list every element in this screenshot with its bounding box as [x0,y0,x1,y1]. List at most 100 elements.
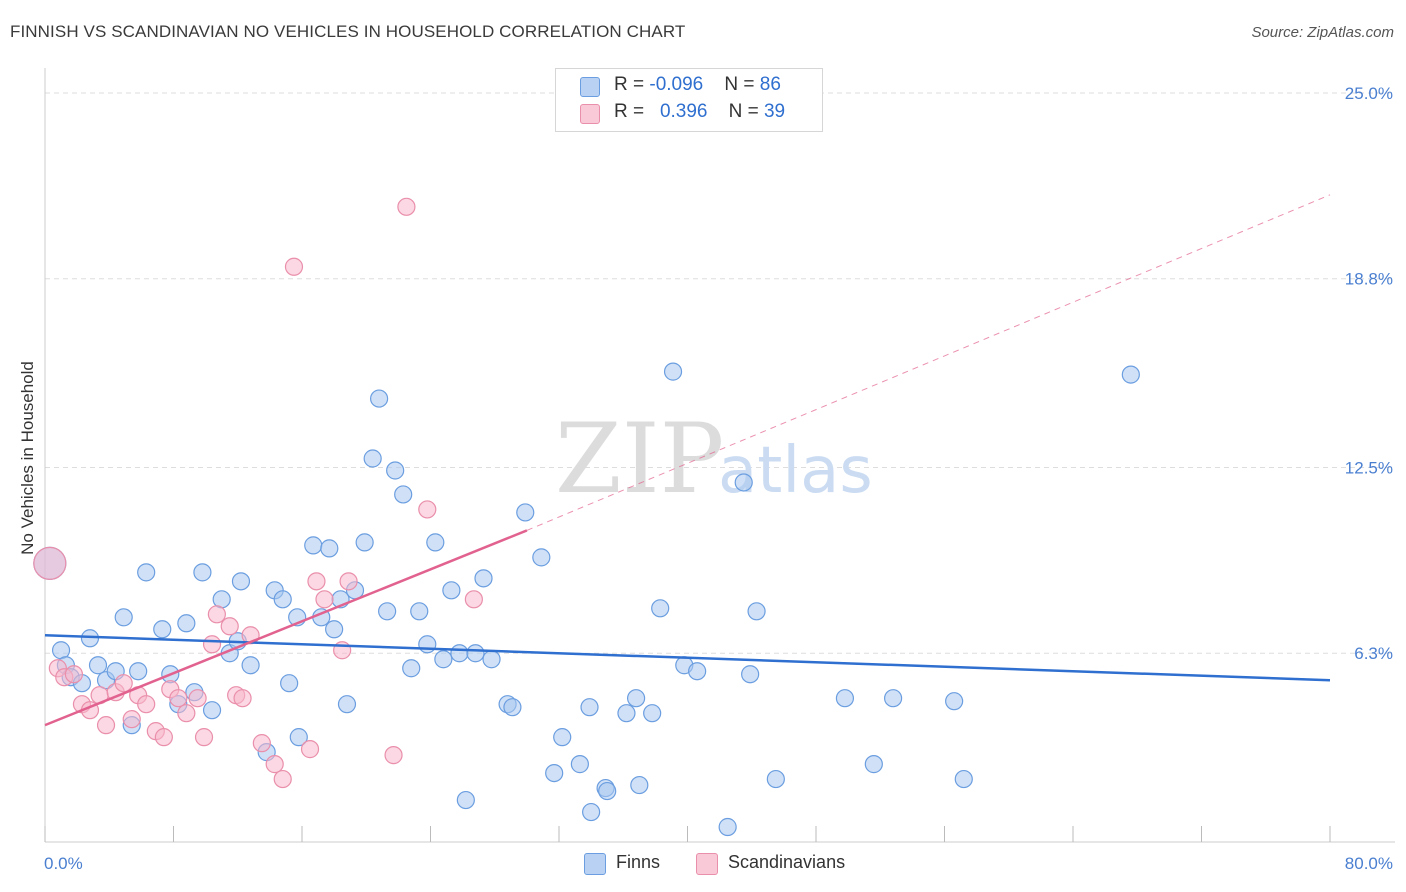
legend-finns-swatch [584,853,606,875]
finns-point [129,662,148,681]
y-tick-label: 18.8% [1345,270,1393,289]
finns-point [545,763,564,783]
finns-point [212,590,231,609]
finns-point [337,695,357,714]
finns-point [532,548,551,567]
finns-point [835,689,855,708]
trend-lines [44,194,1331,727]
scandinavians-point [233,689,252,708]
source-label: Source: ZipAtlas.com [1251,24,1394,41]
scandinavians-point [154,728,173,747]
finns-point [747,602,766,621]
finns-point [630,775,649,795]
finns-point [734,473,753,492]
finns-point [450,644,469,663]
finns-point [651,599,670,618]
finns-point [570,755,589,774]
scandinavians-point [33,546,67,580]
finns-point [402,659,421,678]
finns-point [718,817,737,837]
finns-point [883,689,903,708]
scandinavians-point [265,755,284,774]
finns-point [137,563,156,582]
scand-r-value: 0.396 [659,101,708,122]
stats-legend: R = -0.096 N = 86 R = 0.396 N = 39 [555,68,823,132]
scandinavians-trend-line [526,194,1331,531]
watermark: ZIP atlas [555,403,873,515]
scandinavians-point [202,635,222,654]
finns-r-value: -0.096 [649,74,704,95]
y-axis-label: No Vehicles in Household [18,361,37,555]
finns-point [580,698,599,717]
watermark-zip: ZIP [555,403,724,515]
finns-point [482,650,501,669]
scandinavians-point [114,674,133,693]
scandinavians-trend-line [44,529,528,727]
y-tick-label: 25.0% [1345,84,1393,103]
finns-point [466,644,485,663]
scandinavians-stats: R = 0.396 N = 39 [614,101,785,123]
finns-point [503,698,522,717]
scandinavians-point [252,734,271,753]
finns-point [386,461,405,480]
finns-point [1121,365,1140,384]
finns-r-label: R = [614,74,650,95]
finns-point [193,563,212,582]
finns-point [325,620,344,639]
finns-point [766,769,785,789]
finns-point [434,650,453,669]
finns-point [410,602,429,621]
finns-point [741,665,760,684]
finns-point [626,689,646,708]
scandinavians-point [384,746,403,765]
finns-point [688,662,707,681]
finns-point [864,755,883,774]
finns-n-label: N = [724,74,760,95]
grid-lines [45,92,1395,654]
scandinavians-point [188,689,207,708]
chart-title: FINNISH VS SCANDINAVIAN NO VEHICLES IN H… [10,22,686,41]
finns-point [516,503,535,522]
finns-point [474,569,493,588]
finns-point [442,581,461,600]
finns-point [418,635,437,654]
finns-point [598,781,617,801]
finns-point [320,539,339,558]
finns-point [241,656,260,675]
scand-n-label: N = [728,101,764,122]
axes [44,68,1395,843]
finns-point [304,536,323,555]
finns-point [202,701,222,720]
scandinavians-point [169,689,188,708]
scandinavians-point [122,710,141,729]
scandinavians-point [315,590,334,609]
finns-point [273,590,292,609]
finns-point [456,790,475,810]
watermark-atlas: atlas [718,434,873,508]
finns-point [355,533,374,552]
scandinavians-point [96,716,116,735]
scandinavians-point [397,197,416,216]
y-tick-labels: 6.3% 12.5% 18.8% 25.0% [1345,84,1393,663]
finns-point [553,728,572,747]
finns-point [177,614,196,633]
finns-point [954,769,973,789]
finns-point [153,620,172,639]
finns-trend-line [44,634,1331,682]
scandinavians-point [300,740,320,759]
scandinavians-point [464,590,483,609]
finns-point [945,692,964,711]
scandinavians-point [177,704,196,723]
finns-point [88,656,108,675]
y-tick-label: 12.5% [1345,458,1393,477]
finns-point [280,674,299,693]
y-tick-label: 6.3% [1354,644,1393,663]
scandinavians-point [273,769,292,789]
finns-point [289,728,308,747]
scand-r-label: R = [614,101,650,122]
finns-point [663,362,683,381]
finns-point [582,802,601,822]
scandinavians-point [339,572,358,591]
finns-point [231,572,251,591]
x-tick-max: 80.0% [1345,854,1393,873]
